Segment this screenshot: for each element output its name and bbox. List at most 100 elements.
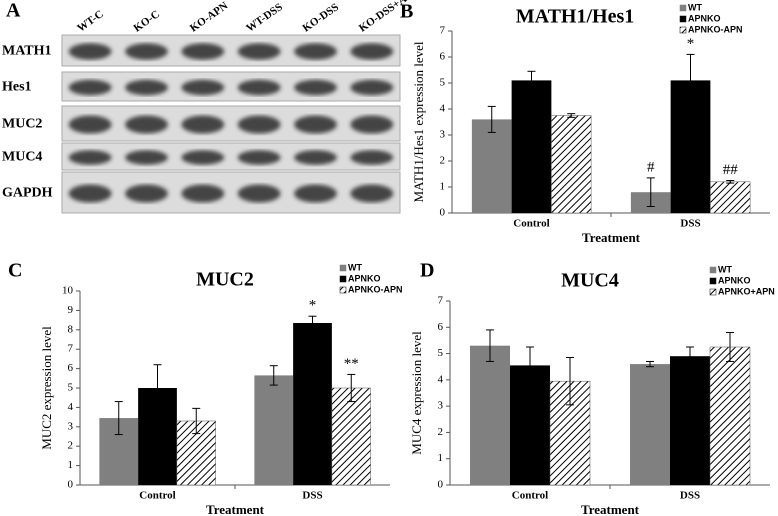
- bar: [709, 346, 751, 486]
- y-axis-label: MUC4 expression level: [409, 331, 424, 455]
- bar: [551, 115, 592, 214]
- blot-strip: [61, 142, 401, 171]
- blot-band: [68, 79, 112, 96]
- row-label: GAPDH: [2, 186, 53, 201]
- y-axis-label: MUC2 expression level: [39, 326, 54, 450]
- row-label: Hes1: [2, 80, 32, 95]
- legend-label: APNKO: [718, 275, 751, 285]
- blot-band: [125, 115, 168, 134]
- legend-label: WT: [688, 2, 702, 12]
- legend-label: APNKO-APN: [688, 24, 743, 34]
- legend-swatch: [679, 4, 687, 12]
- panel-label: B: [400, 1, 413, 23]
- error-bar: [192, 407, 201, 435]
- lane-label: KO-APN: [188, 0, 230, 35]
- legend-label: APNKO: [348, 273, 381, 283]
- blot-band: [68, 150, 112, 165]
- blot-band: [294, 43, 337, 60]
- blot-band: [237, 43, 281, 60]
- blot-band: [125, 184, 168, 203]
- panel-label: C: [8, 260, 22, 282]
- y-tick-label: 6: [440, 51, 446, 63]
- error-bar: [308, 315, 317, 331]
- error-bar: [527, 70, 536, 90]
- blot-band: [181, 115, 225, 134]
- legend-swatch: [679, 26, 687, 34]
- y-tick-label: 9: [68, 304, 74, 316]
- y-tick-label: 0: [440, 207, 446, 219]
- bar: [470, 345, 510, 485]
- blot-band: [350, 115, 394, 134]
- y-tick-label: 6: [438, 321, 444, 333]
- error-bar: [726, 332, 734, 362]
- row-label: MUC4: [2, 150, 42, 165]
- legend-label: WT: [348, 262, 362, 272]
- bar: [670, 356, 710, 485]
- x-tick-label: DSS: [680, 490, 700, 502]
- blot-band: [125, 43, 168, 60]
- error-bar: [347, 373, 356, 403]
- y-tick-label: 3: [440, 129, 446, 141]
- error-bar: [114, 401, 123, 436]
- y-tick-label: 2: [438, 426, 444, 438]
- legend-label: APNKO+APN: [718, 286, 775, 296]
- blot-band: [181, 184, 225, 203]
- significance-marker: **: [344, 356, 359, 372]
- error-bar: [646, 177, 655, 207]
- bar: [254, 375, 294, 485]
- bar: [471, 119, 512, 213]
- error-bar: [686, 346, 694, 366]
- y-tick-label: 1: [440, 181, 446, 193]
- y-tick-label: 4: [68, 401, 74, 413]
- blot-band: [237, 184, 281, 203]
- bar: [331, 387, 371, 486]
- blot-band: [350, 79, 394, 96]
- error-bar: [567, 113, 576, 118]
- blot-strip: [61, 105, 401, 142]
- significance-marker: *: [687, 36, 695, 52]
- legend-label: APNKO-APN: [348, 284, 403, 294]
- y-tick-label: 4: [440, 103, 446, 115]
- lane-label: KO-DSS: [301, 1, 341, 34]
- blot-band: [237, 150, 281, 165]
- legend-swatch: [339, 264, 347, 272]
- blot-band: [125, 150, 168, 165]
- blot-strip: [61, 171, 401, 214]
- x-tick-label: DSS: [302, 490, 322, 502]
- blot-band: [181, 79, 225, 96]
- y-tick-label: 4: [438, 373, 444, 385]
- blot-band: [237, 115, 281, 134]
- row-label: MUC2: [2, 117, 42, 132]
- x-axis-label: Treatment: [206, 502, 265, 516]
- error-bar: [153, 364, 162, 412]
- y-tick-label: 5: [440, 77, 446, 89]
- blot-band: [68, 184, 112, 203]
- y-tick-label: 0: [438, 479, 444, 491]
- blot-band: [350, 43, 394, 60]
- y-tick-label: 1: [68, 459, 74, 471]
- error-bar: [269, 365, 278, 386]
- legend-label: APNKO: [688, 13, 721, 23]
- y-tick-label: 2: [68, 440, 74, 452]
- blot-band: [294, 115, 337, 134]
- x-axis-label: Treatment: [581, 502, 640, 516]
- y-tick-label: 6: [68, 362, 74, 374]
- significance-marker: *: [309, 298, 317, 314]
- x-tick-label: DSS: [680, 218, 700, 230]
- bar: [293, 323, 332, 485]
- blot-band: [181, 150, 225, 165]
- bar: [510, 365, 550, 485]
- y-tick-label: 3: [438, 400, 444, 412]
- blot-strip: [61, 34, 401, 67]
- blot-band: [237, 79, 281, 96]
- y-tick-label: 7: [68, 343, 74, 355]
- blot-band: [68, 115, 112, 134]
- blot-band: [294, 150, 337, 165]
- significance-marker: ##: [723, 162, 739, 178]
- blot-band: [125, 79, 168, 96]
- chart-title: MUC4: [561, 270, 619, 292]
- y-tick-label: 10: [62, 285, 74, 297]
- y-tick-label: 5: [68, 382, 74, 394]
- panel-label: A: [6, 0, 21, 22]
